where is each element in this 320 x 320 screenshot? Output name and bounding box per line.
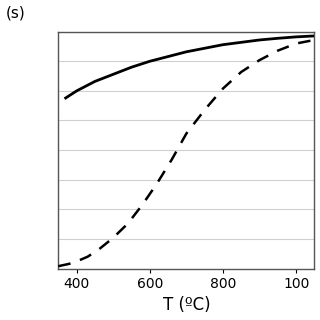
X-axis label: T (ºC): T (ºC) — [163, 296, 210, 315]
Text: (s): (s) — [5, 5, 25, 20]
